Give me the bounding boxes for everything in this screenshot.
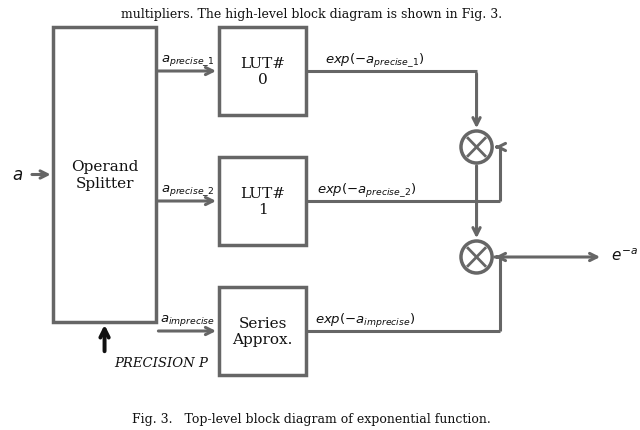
Text: $a_{precise\_1}$: $a_{precise\_1}$ bbox=[161, 52, 214, 68]
Circle shape bbox=[461, 241, 492, 273]
Text: LUT#
0: LUT# 0 bbox=[240, 57, 285, 87]
Text: PRECISION P: PRECISION P bbox=[115, 356, 208, 369]
Text: $exp(-a_{imprecise})$: $exp(-a_{imprecise})$ bbox=[314, 311, 415, 329]
Text: Series
Approx.: Series Approx. bbox=[232, 316, 292, 346]
Circle shape bbox=[461, 132, 492, 164]
Bar bbox=[219, 287, 307, 375]
Text: $exp(-a_{precise\_2})$: $exp(-a_{precise\_2})$ bbox=[317, 181, 416, 200]
Text: $e^{-a}$: $e^{-a}$ bbox=[611, 247, 637, 264]
Text: Operand
Splitter: Operand Splitter bbox=[71, 160, 138, 190]
Text: $a$: $a$ bbox=[12, 166, 23, 184]
Text: $a_{precise\_2}$: $a_{precise\_2}$ bbox=[161, 182, 214, 197]
Text: multipliers. The high-level block diagram is shown in Fig. 3.: multipliers. The high-level block diagra… bbox=[121, 8, 502, 21]
Text: LUT#
1: LUT# 1 bbox=[240, 187, 285, 217]
Text: $exp(-a_{precise\_1})$: $exp(-a_{precise\_1})$ bbox=[324, 52, 424, 70]
Bar bbox=[219, 158, 307, 246]
Bar bbox=[54, 28, 156, 322]
Text: Fig. 3.   Top-level block diagram of exponential function.: Fig. 3. Top-level block diagram of expon… bbox=[132, 412, 491, 426]
Text: $a_{imprecise}$: $a_{imprecise}$ bbox=[160, 312, 214, 327]
Bar bbox=[219, 28, 307, 116]
